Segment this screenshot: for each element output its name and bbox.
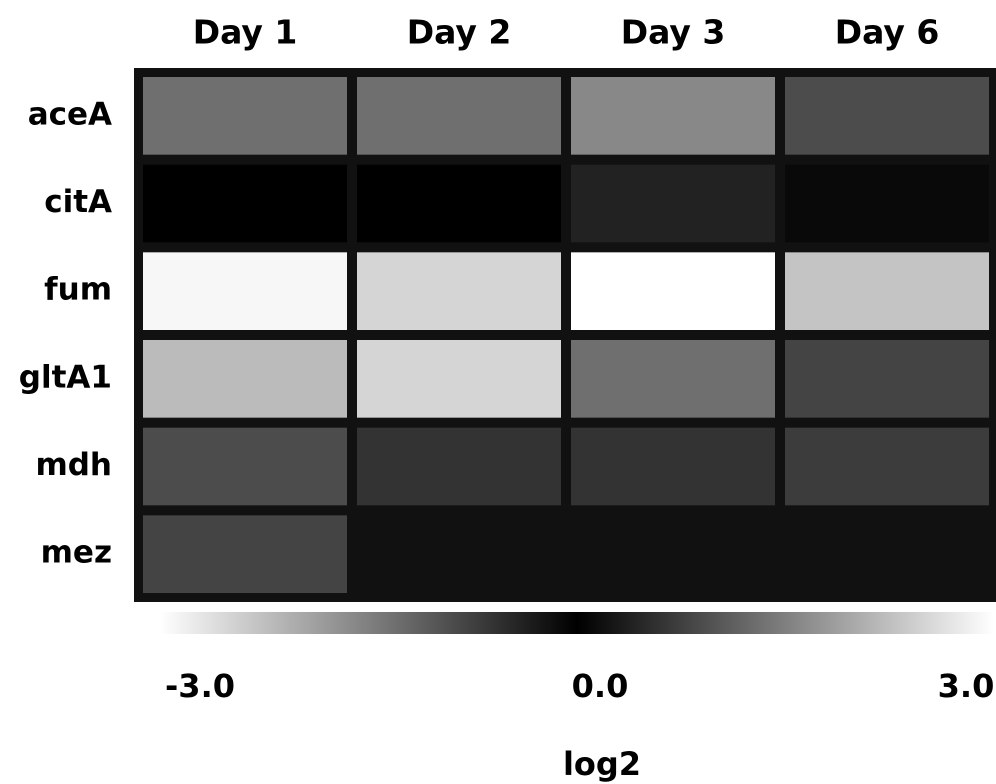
scale-tick-label: -3.0 [165,667,235,705]
color-scale: -3.0 0.0 3.0 log2 [160,612,994,783]
heatmap-grid-background [134,68,996,602]
heatmap-cell [785,515,989,593]
scale-tick-label: 3.0 [938,667,995,705]
heatmap-cell [785,340,989,418]
heatmap-cell [357,427,561,506]
heatmap-cell [143,340,347,418]
row-label: fum [44,272,112,308]
heatmap-frame [134,68,996,602]
heatmap-cell [785,252,989,330]
heatmap-cell [143,427,347,506]
column-labels: Day 1 Day 2 Day 3 Day 6 [193,13,940,52]
heatmap-cell [571,340,775,418]
row-label: mez [41,535,112,571]
heatmap-cell [357,515,561,593]
heatmap-cell [357,164,561,243]
heatmap-cell [143,515,347,593]
heatmap-cell [571,164,775,243]
heatmap-cell [571,427,775,506]
heatmap-cell [785,164,989,243]
column-label: Day 1 [193,13,298,52]
heatmap-cell [785,427,989,506]
heatmap-cell [357,340,561,418]
column-label: Day 3 [621,13,726,52]
heatmap-cell [357,77,561,155]
row-label: citA [44,184,112,220]
row-label: mdh [35,447,112,483]
row-label: aceA [28,96,112,132]
heatmap-cell [571,252,775,330]
color-scale-bar [160,612,994,634]
row-label: gltA1 [19,359,112,395]
scale-tick-label: 0.0 [572,667,629,705]
heatmap-cell [357,252,561,330]
row-labels: aceA citA fum gltA1 mdh mez [19,96,112,570]
heatmap-cell [571,77,775,155]
heatmap-cell [143,164,347,243]
heatmap-cell [143,77,347,155]
heatmap-cell [143,252,347,330]
scale-label: log2 [563,745,641,783]
heatmap-cell [571,515,775,593]
heatmap-cell [785,77,989,155]
heatmap-cells [143,77,989,593]
column-label: Day 2 [407,13,512,52]
column-label: Day 6 [835,13,940,52]
